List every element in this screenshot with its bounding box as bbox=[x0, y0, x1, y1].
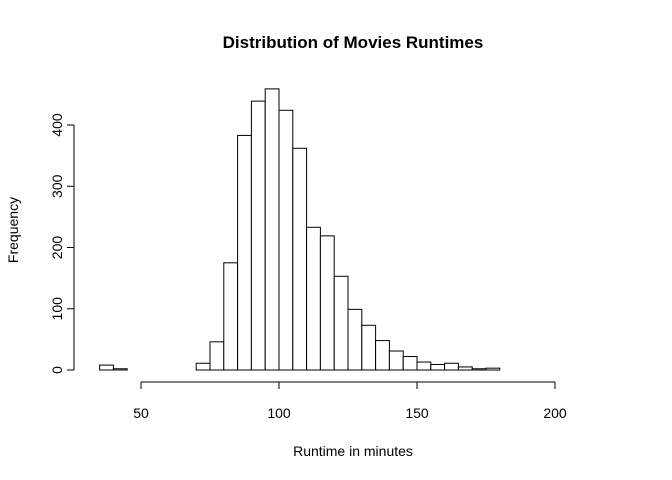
y-axis-label: Frequency bbox=[5, 197, 21, 263]
histogram-bar bbox=[430, 363, 446, 371]
histogram-bar bbox=[402, 356, 418, 371]
y-axis: 0 100 200 300 400 bbox=[49, 113, 75, 374]
x-tick-label: 150 bbox=[405, 405, 429, 421]
histogram-bar bbox=[388, 350, 404, 371]
histogram-bar bbox=[333, 275, 349, 371]
x-tick-label: 50 bbox=[133, 405, 149, 421]
histogram-bar bbox=[264, 88, 280, 371]
histogram-bar bbox=[237, 134, 252, 371]
histogram-bar bbox=[347, 308, 363, 371]
y-tick-label: 100 bbox=[49, 297, 65, 321]
histogram-bar bbox=[306, 226, 321, 371]
histogram-bar bbox=[99, 364, 114, 371]
x-tick-label: 100 bbox=[267, 405, 291, 421]
histogram-bars bbox=[99, 88, 501, 371]
y-tick-label: 200 bbox=[49, 236, 65, 260]
histogram-bar bbox=[209, 341, 225, 371]
histogram-bar bbox=[278, 109, 294, 371]
histogram-bar bbox=[457, 366, 473, 371]
histogram-bar bbox=[223, 262, 239, 371]
histogram-bar bbox=[195, 362, 211, 371]
x-axis-label: Runtime in minutes bbox=[293, 443, 413, 459]
histogram-bar bbox=[319, 235, 335, 371]
histogram-bar bbox=[375, 340, 390, 371]
chart-title: Distribution of Movies Runtimes bbox=[223, 33, 484, 52]
y-tick-label: 0 bbox=[49, 366, 65, 374]
histogram-bar bbox=[361, 324, 377, 371]
y-tick-label: 400 bbox=[49, 113, 65, 137]
histogram-bar bbox=[292, 147, 308, 371]
x-tick-label: 200 bbox=[543, 405, 567, 421]
histogram-bar bbox=[471, 368, 487, 371]
x-axis: 50 100 150 200 bbox=[133, 381, 567, 421]
histogram-bar bbox=[444, 362, 459, 371]
histogram-bar bbox=[250, 100, 266, 371]
histogram-bar bbox=[485, 367, 501, 371]
y-tick-label: 300 bbox=[49, 174, 65, 198]
histogram-bar bbox=[112, 368, 128, 371]
histogram-bar bbox=[416, 361, 432, 371]
